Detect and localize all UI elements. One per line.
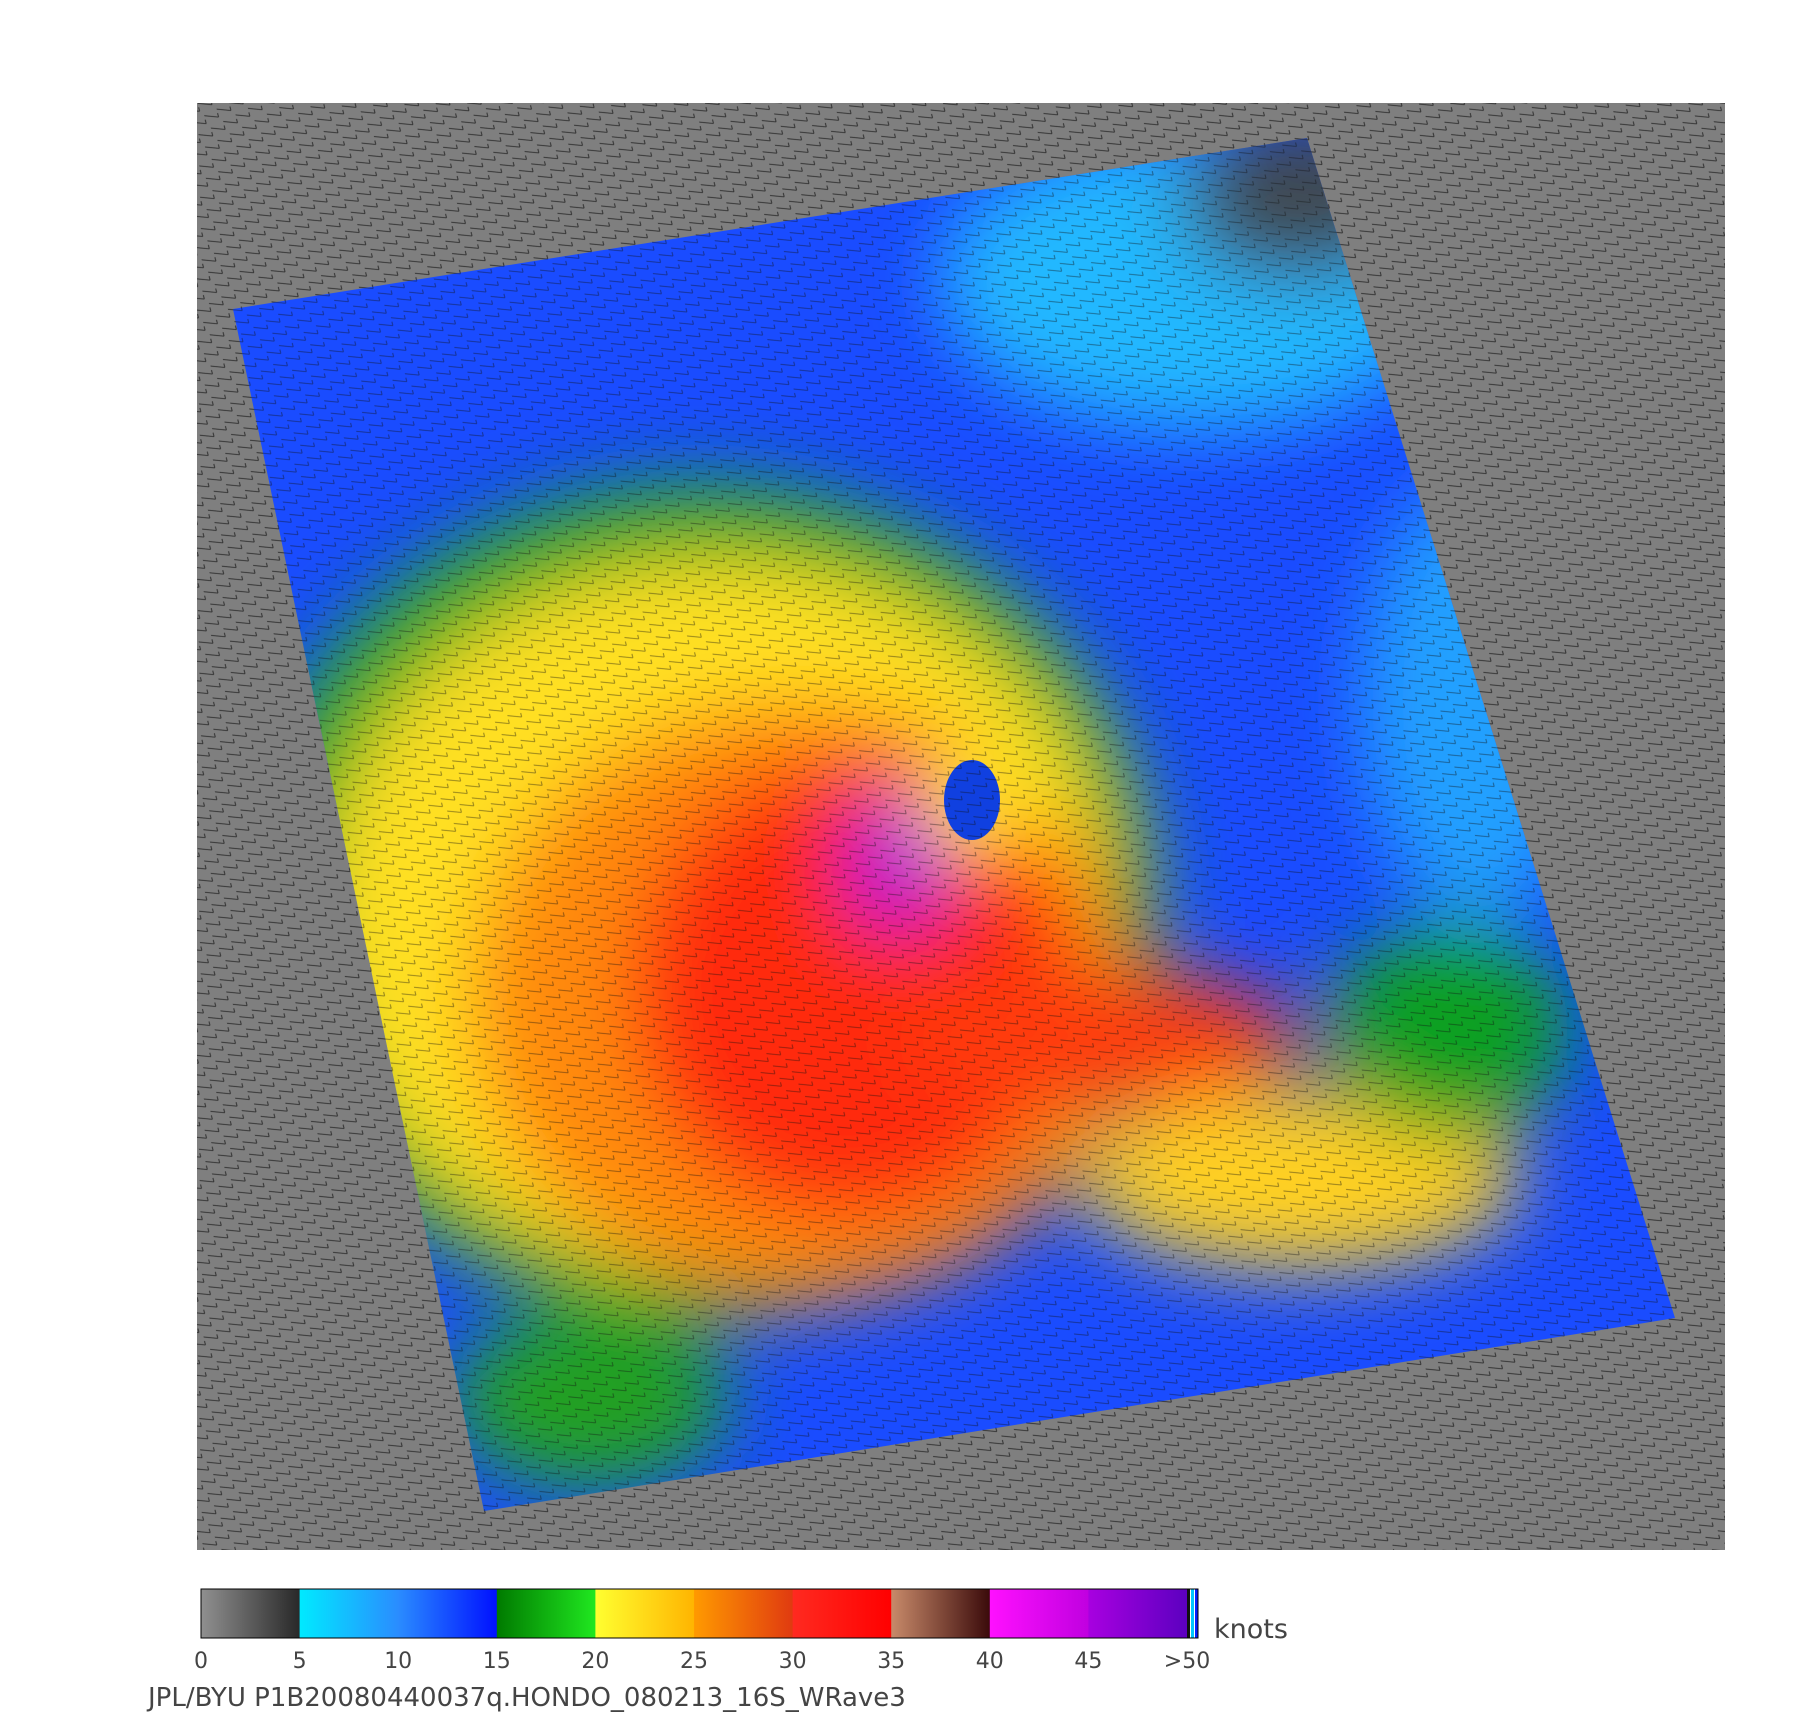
colorbar-segment [398,1589,498,1638]
colorbar-tick-label: 15 [483,1649,511,1674]
colorbar-tick-label: 10 [384,1649,412,1674]
colorbar-segment [299,1589,399,1638]
colorbar-tick-label: 0 [194,1649,208,1674]
colorbar-frame [200,1588,1199,1639]
colorbar-segment [891,1589,991,1638]
colorbar-segment [496,1589,596,1638]
colorbar-tick-label: 45 [1074,1649,1102,1674]
colorbar-end-mark [1191,1589,1194,1638]
colorbar-segment [201,1589,301,1638]
colorbar-segment [694,1589,794,1638]
colorbar-unit: knots [1214,1614,1288,1645]
colorbar-end-mark [1187,1589,1190,1638]
colorbar-end-mark [1195,1589,1198,1638]
colorbar-tick-label: 25 [680,1649,708,1674]
colorbar-tick-label: >50 [1164,1649,1210,1674]
colorbar-segment [595,1589,695,1638]
colorbar-segment [1088,1589,1188,1638]
colorbar-segment [989,1589,1089,1638]
colorbar-segment [792,1589,892,1638]
caption: JPL/BYU P1B20080440037q.HONDO_080213_16S… [146,1683,906,1713]
colorbar-tick-label: 30 [779,1649,807,1674]
colorbar-tick-label: 40 [976,1649,1004,1674]
colorbar: 0 5 10 15 20 25 30 35 40 45 >50 [194,1588,1210,1674]
colorbar-tick-label: 20 [581,1649,609,1674]
colorbar-tick-label: 35 [877,1649,905,1674]
colorbar-tick-label: 5 [293,1649,307,1674]
